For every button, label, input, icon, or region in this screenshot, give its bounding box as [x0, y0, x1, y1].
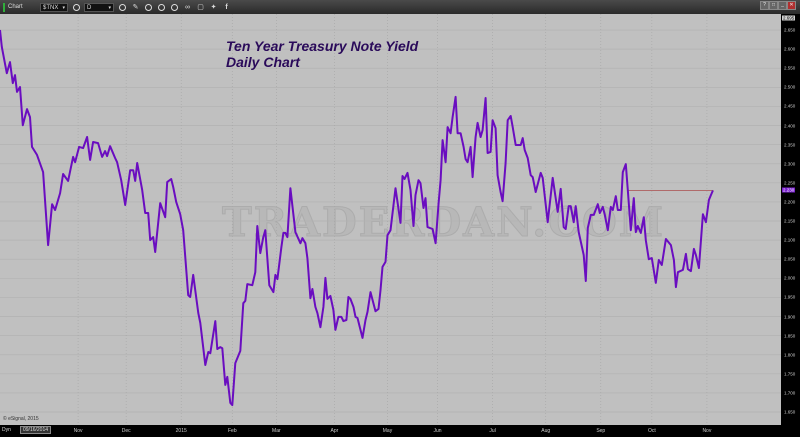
x-tick-label: Nov: [702, 428, 712, 434]
window-icon[interactable]: ▢: [197, 3, 204, 11]
symbol-input[interactable]: $TNX ▾: [40, 2, 68, 12]
x-tick-label: May: [382, 428, 393, 434]
chart-title-line2: Daily Chart: [226, 54, 300, 70]
settings-icon[interactable]: [72, 3, 81, 12]
close-button[interactable]: ✕: [787, 1, 796, 10]
refresh-icon[interactable]: [144, 3, 153, 12]
link-icon[interactable]: ∞: [185, 3, 190, 11]
y-tick-label: 2.550: [784, 65, 796, 71]
copyright: © eSignal, 2015: [3, 416, 39, 422]
restore-button[interactable]: □: [769, 1, 778, 10]
y-tick-label: 1.750: [784, 371, 796, 377]
x-tick-label: Jul: [489, 428, 496, 434]
y-tick-label: 2.000: [784, 275, 796, 281]
current-value-badge: 2.230: [782, 187, 796, 193]
x-tick-label: Sep: [596, 428, 606, 434]
y-tick-label: 2.050: [784, 256, 796, 262]
twitter-icon[interactable]: ✦: [210, 3, 217, 11]
x-tick-label: Oct: [647, 428, 656, 434]
chevron-down-icon[interactable]: ▾: [62, 4, 65, 11]
symbol-value: $TNX: [43, 4, 59, 11]
facebook-icon[interactable]: f: [225, 3, 228, 11]
y-tick-label: 2.100: [784, 237, 796, 243]
date-field[interactable]: 09/16/2014: [20, 426, 52, 434]
y-tick-label: 2.400: [784, 123, 796, 129]
y-tick-label: 2.450: [784, 103, 796, 109]
chevron-down-icon[interactable]: ▾: [108, 4, 111, 11]
y-tick-label: 2.500: [784, 84, 796, 90]
y-tick-label: 1.950: [784, 294, 796, 300]
x-tick-label: Feb: [227, 428, 237, 434]
x-tick-label: 2015: [175, 428, 187, 434]
y-tick-label: 1.900: [784, 314, 796, 320]
target-icon[interactable]: [170, 3, 179, 12]
minimize-button[interactable]: _: [778, 1, 787, 10]
chart-toolbar: Chart $TNX ▾ D ▾ ✎ ∞ ▢ ✦ f: [0, 0, 800, 14]
yield-line: [0, 29, 714, 407]
clock-icon[interactable]: [118, 3, 127, 12]
interval-select[interactable]: D ▾: [84, 2, 114, 12]
price-chart: [0, 14, 781, 425]
y-tick-label: 2.200: [784, 199, 796, 205]
x-tick-label: Jun: [433, 428, 442, 434]
time-axis[interactable]: Dyn 09/16/2014 Nov Dec 2015 Feb Mar Apr May Jun…: [0, 425, 800, 437]
y-top-label: 2.695: [782, 15, 796, 21]
y-tick-label: 1.650: [784, 409, 796, 415]
window-color-indicator: [3, 2, 5, 12]
chart-title: Ten Year Treasury Note Yield Daily Chart: [226, 38, 418, 70]
y-tick-label: 1.800: [784, 352, 796, 358]
y-tick-label: 1.850: [784, 333, 796, 339]
y-tick-label: 2.600: [784, 46, 796, 52]
y-tick-label: 2.150: [784, 218, 796, 224]
pencil-icon[interactable]: ✎: [132, 3, 139, 11]
y-tick-label: 1.700: [784, 390, 796, 396]
interval-value: D: [87, 4, 92, 11]
x-tick-label: Aug: [541, 428, 551, 434]
y-tick-label: 2.250: [784, 180, 796, 186]
x-tick-label: Nov: [73, 428, 83, 434]
plot-area[interactable]: TRADERDAN.COM Ten Year Treasury Note Yie…: [0, 14, 781, 425]
y-tick-label: 2.300: [784, 161, 796, 167]
y-tick-label: 2.350: [784, 142, 796, 148]
window-title: Chart: [8, 4, 23, 10]
y-tick-label: 2.650: [784, 27, 796, 33]
x-tick-label: Mar: [272, 428, 281, 434]
help-button[interactable]: ?: [760, 1, 769, 10]
x-tick-label: Apr: [330, 428, 339, 434]
price-axis[interactable]: 2.650 2.600 2.550 2.500 2.450 2.400 2.350 2.300…: [781, 14, 800, 425]
chart-title-line1: Ten Year Treasury Note Yield: [226, 38, 419, 54]
target-icon[interactable]: [157, 3, 166, 12]
x-tick-label: Dec: [121, 428, 131, 434]
dyn-mode-label[interactable]: Dyn: [2, 427, 11, 433]
